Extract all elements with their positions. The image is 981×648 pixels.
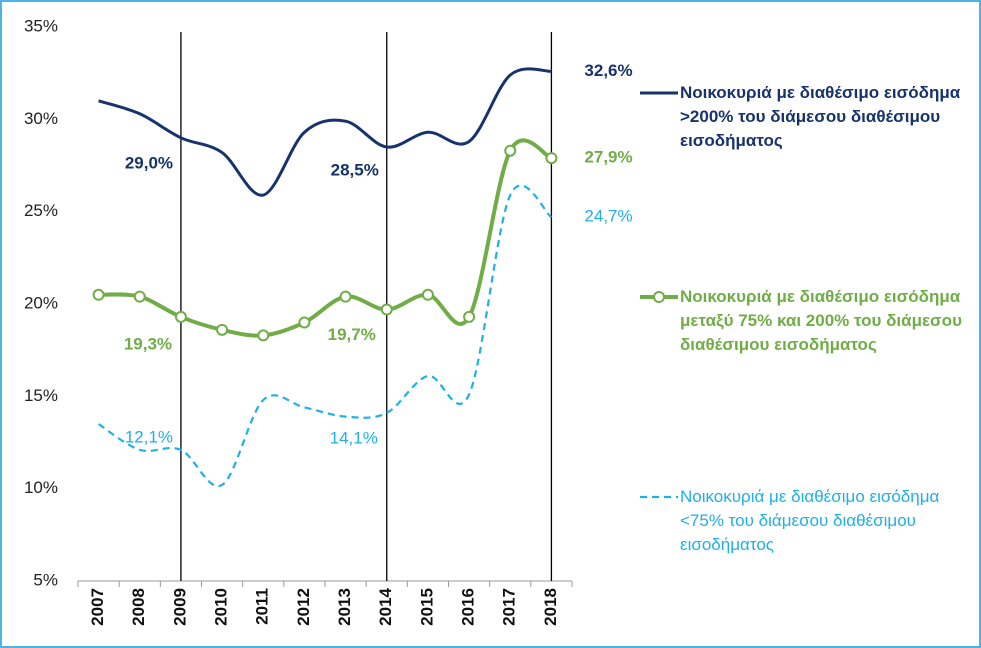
point-marker — [504, 144, 517, 157]
y-tick-label: 15% — [24, 386, 58, 405]
x-tick-label: 2007 — [88, 588, 107, 626]
point-marker — [133, 290, 146, 303]
point-marker — [463, 310, 476, 323]
legend-label: Νοικοκυριά με διαθέσιμο εισόδημα <75% το… — [680, 487, 940, 554]
series-line — [97, 184, 553, 488]
data-label: 32,6% — [584, 61, 632, 80]
y-tick-label: 10% — [24, 478, 58, 497]
point-marker — [421, 288, 434, 301]
y-tick-label: 25% — [24, 201, 58, 220]
x-tick-label: 2011 — [253, 588, 272, 625]
data-label: 24,7% — [584, 207, 632, 226]
point-marker — [92, 288, 105, 301]
x-tick-label: 2012 — [294, 588, 313, 626]
data-label: 28,5% — [331, 161, 379, 180]
y-tick-label: 30% — [24, 109, 58, 128]
data-label: 12,1% — [125, 427, 173, 446]
y-tick-label: 20% — [24, 293, 58, 312]
legend-label: Νοικοκυριά με διαθέσιμο εισόδημα μεταξύ … — [680, 287, 962, 354]
point-marker — [339, 290, 352, 303]
legend-label: Νοικοκυριά με διαθέσιμο εισόδημα >200% τ… — [680, 83, 961, 150]
point-marker — [380, 303, 393, 316]
data-label: 19,7% — [328, 325, 376, 344]
x-tick-label: 2013 — [335, 588, 354, 626]
y-tick-label: 5% — [33, 570, 58, 589]
x-tick-label: 2018 — [541, 588, 560, 626]
data-label: 27,9% — [584, 148, 632, 167]
y-tick-label: 35% — [24, 16, 58, 35]
x-tick-label: 2009 — [170, 588, 189, 626]
point-marker — [298, 316, 311, 329]
point-marker — [545, 152, 558, 165]
x-tick-label: 2016 — [459, 588, 478, 626]
point-marker — [257, 329, 270, 342]
point-marker — [174, 310, 187, 323]
series-line — [98, 67, 552, 197]
data-label: 14,1% — [330, 428, 378, 447]
x-tick-label: 2010 — [212, 588, 231, 626]
x-tick-label: 2008 — [129, 588, 148, 626]
x-tick-label: 2017 — [500, 588, 519, 626]
data-label: 29,0% — [125, 153, 173, 172]
x-tick-label: 2015 — [417, 588, 436, 626]
x-tick-label: 2014 — [376, 587, 395, 625]
data-label: 19,3% — [124, 334, 172, 353]
point-marker — [216, 323, 229, 336]
legend-marker — [653, 291, 665, 303]
